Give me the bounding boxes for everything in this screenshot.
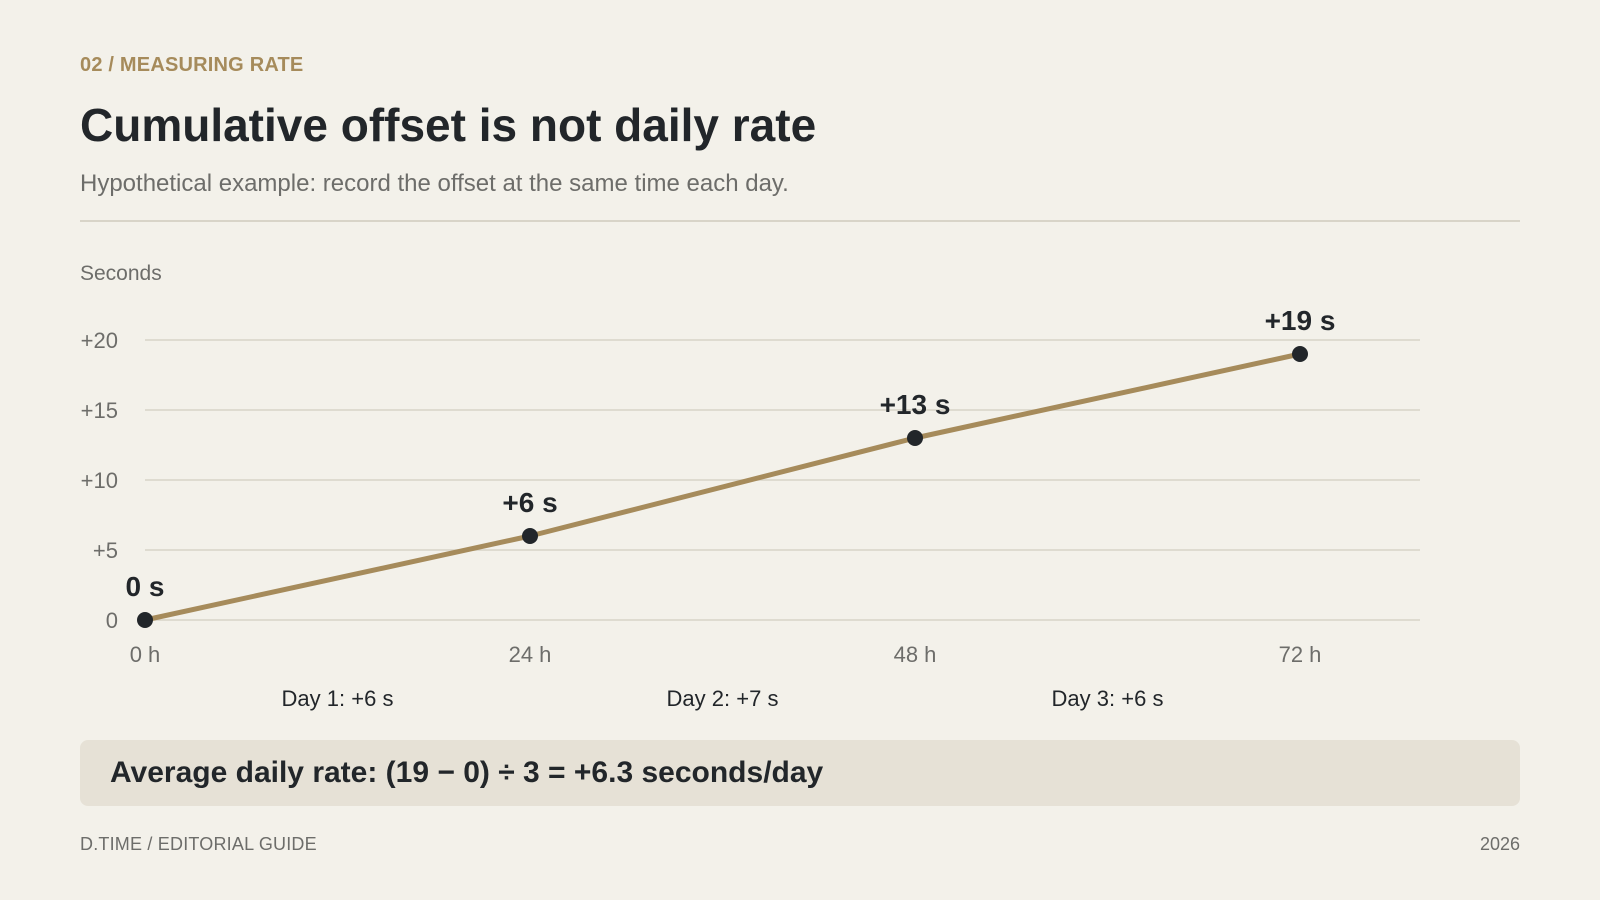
data-label: +19 s — [1265, 305, 1336, 336]
data-point — [137, 612, 153, 628]
data-label: 0 s — [126, 571, 165, 602]
page-subtitle: Hypothetical example: record the offset … — [80, 170, 789, 197]
header-divider — [80, 220, 1520, 222]
x-tick-label: 72 h — [1279, 642, 1322, 667]
y-tick-label: 0 — [106, 608, 118, 633]
data-point — [522, 528, 538, 544]
y-axis-label: Seconds — [80, 262, 162, 285]
data-point — [907, 430, 923, 446]
y-tick-label: +5 — [93, 538, 118, 563]
footer-year: 2026 — [1479, 834, 1520, 854]
eyebrow-label: 02 / MEASURING RATE — [80, 54, 304, 76]
data-labels: 0 s +6 s +13 s +19 s — [126, 305, 1336, 602]
summary-box: Average daily rate: (19 − 0) ÷ 3 = +6.3 … — [80, 740, 1520, 806]
series-line-path — [142, 351, 1303, 623]
y-tick-label: +15 — [81, 398, 118, 423]
data-point — [1292, 346, 1308, 362]
offset-line-chart: Seconds 0 +5 +10 +15 +20 0 h 24 h 48 h 72 h 0 s… — [80, 262, 1420, 711]
x-tick-label: 48 h — [894, 642, 937, 667]
x-tick-labels: 0 h 24 h 48 h 72 h — [130, 642, 1322, 667]
y-tick-label: +10 — [81, 468, 118, 493]
page-title: Cumulative offset is not daily rate — [80, 99, 817, 151]
y-tick-labels: 0 +5 +10 +15 +20 — [81, 328, 118, 633]
interval-annotation: Day 2: +7 s — [667, 686, 779, 711]
footer-brand: D.TIME / EDITORIAL GUIDE — [80, 834, 317, 854]
data-label: +6 s — [502, 487, 557, 518]
interval-annotation: Day 3: +6 s — [1052, 686, 1164, 711]
data-points — [137, 346, 1308, 628]
grid-lines — [145, 339, 1420, 621]
x-tick-label: 24 h — [509, 642, 552, 667]
interval-annotations: Day 1: +6 s Day 2: +7 s Day 3: +6 s — [282, 686, 1164, 711]
interval-annotation: Day 1: +6 s — [282, 686, 394, 711]
x-tick-label: 0 h — [130, 642, 161, 667]
y-tick-label: +20 — [81, 328, 118, 353]
summary-text: Average daily rate: (19 − 0) ÷ 3 = +6.3 … — [110, 756, 824, 789]
data-label: +13 s — [880, 389, 951, 420]
series-line — [142, 351, 1303, 623]
